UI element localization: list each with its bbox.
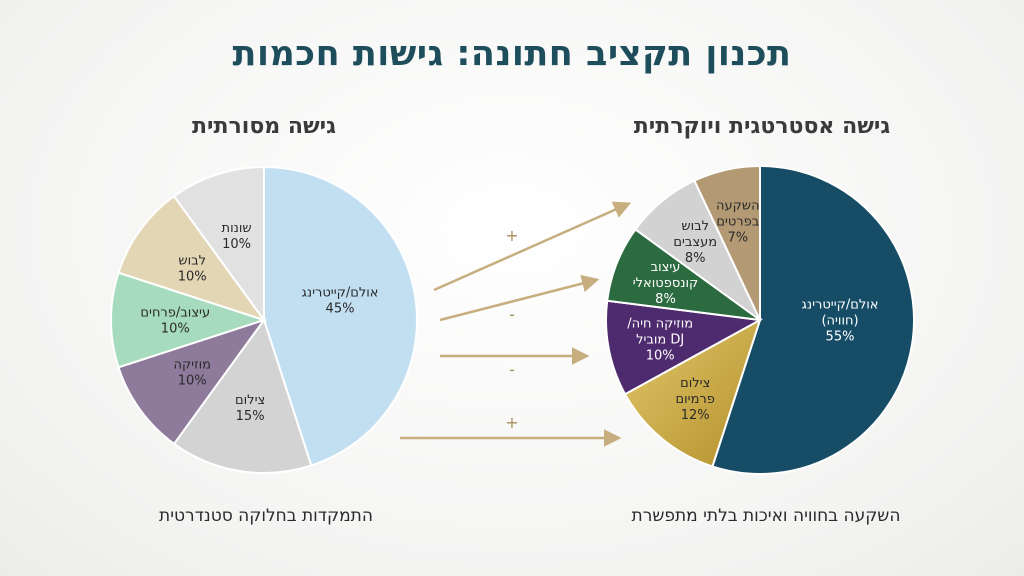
pie-slice-0-1 — [172, 317, 313, 474]
pie-slice-label-0-0: אולם/קייטרינג 45% — [302, 286, 379, 317]
pie-slice-label-0-3: עיצוב/פרחים 10% — [140, 306, 210, 337]
pie-slice-label-0-5: שונות 10% — [222, 221, 252, 252]
pie-slice-1-5 — [693, 164, 761, 321]
traditional-caption: התמקדות בחלוקה סטנדרטית — [159, 506, 373, 526]
pie-slice-label-0-4: לבוש 10% — [178, 253, 207, 284]
pie-slice-label-1-3: עיצוב קונספטואלי 8% — [633, 260, 698, 307]
pie-slice-label-1-2: מוזיקה חיה/DJ מוביל 10% — [627, 317, 693, 364]
pie-slice-1-1 — [623, 317, 762, 468]
comparison-arrows: + - - + — [400, 201, 632, 447]
traditional-pie-chart: אולם/קייטרינג 45% צילום 15% מוזיקה 10% עיצוב/פ… — [110, 165, 418, 474]
page-title: תכנון תקציב חתונה: גישות חכמות — [232, 34, 792, 74]
pie-slice-1-2 — [605, 299, 764, 396]
pie-slice-label-1-0: אולם/קייטרינג (חוויה) 55% — [802, 298, 879, 345]
strategic-caption: השקעה בחוויה ואיכות בלתי מתפשרת — [631, 506, 901, 526]
strategic-approach-heading: גישה אסטרטגית ויוקרתית — [633, 114, 891, 139]
pie-slice-0-0 — [263, 165, 418, 467]
pie-slice-0-2 — [117, 318, 267, 446]
pie-slice-label-0-1: צילום 15% — [235, 393, 265, 424]
pie-slice-0-5 — [172, 165, 265, 324]
traditional-approach-heading: גישה מסורתית — [192, 114, 336, 139]
comparison-arrow-sign-0: + — [505, 226, 518, 245]
strategic-pie-chart: אולם/קייטרינג (חוויה) 55% צילום פרמיום 12% מוז… — [605, 164, 915, 475]
pie-slice-label-0-2: מוזיקה 10% — [173, 358, 211, 389]
comparison-arrow-0 — [433, 201, 632, 292]
pie-slice-0-3 — [110, 271, 268, 369]
comparison-arrow-sign-2: - — [509, 360, 515, 379]
comparison-arrow-sign-3: + — [505, 413, 518, 432]
comparison-arrow-sign-1: - — [509, 305, 515, 324]
comparison-arrow-1 — [439, 275, 600, 322]
pie-slice-1-0 — [711, 164, 915, 475]
pie-slice-label-1-4: לבוש מעצבים 8% — [673, 219, 717, 266]
pie-slice-0-4 — [117, 194, 267, 322]
pie-slice-label-1-1: צילום פרמיום 12% — [676, 376, 715, 423]
pie-slice-label-1-5: השקעה בפרטים 7% — [716, 198, 760, 245]
